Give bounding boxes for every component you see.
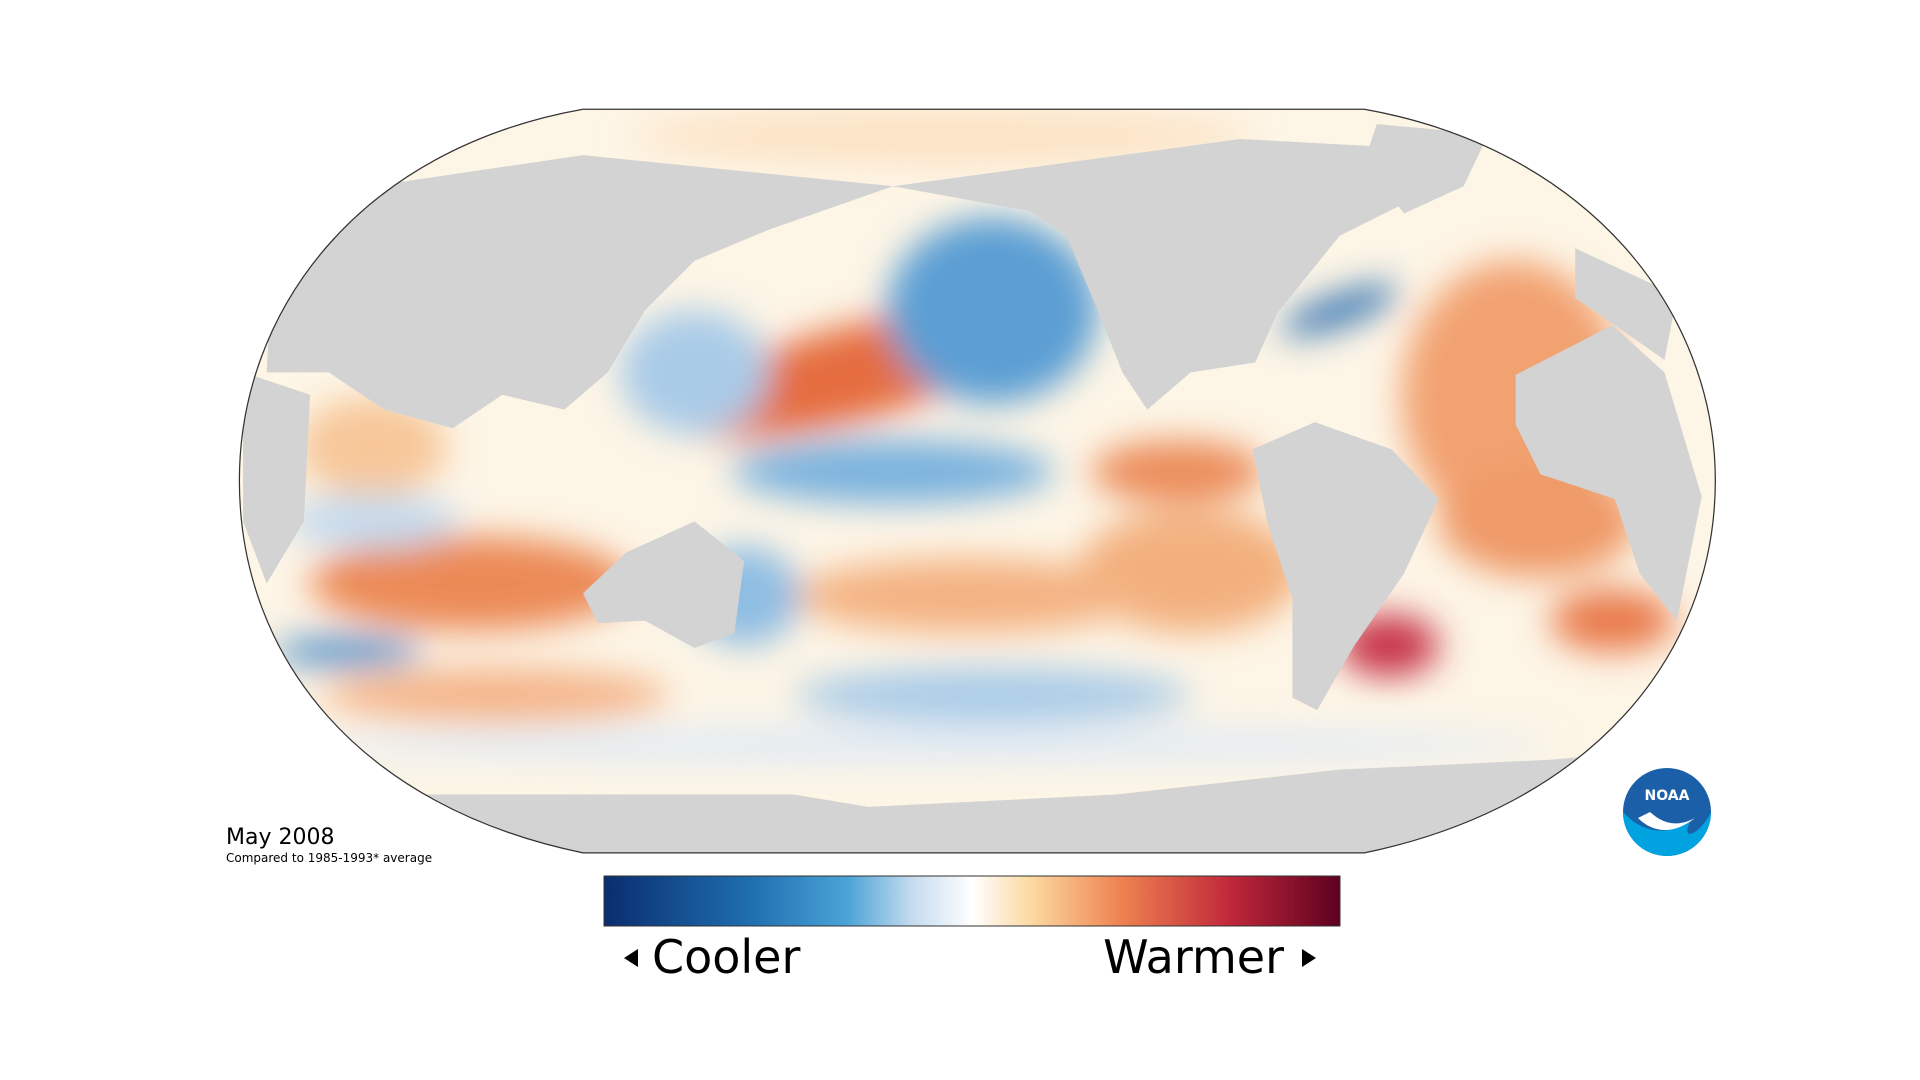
map-shape [1281,284,1399,336]
land [239,124,1716,853]
map-shape [243,372,311,584]
ocean-anomaly [239,109,1716,853]
warmer-arrow [1302,949,1316,967]
map-shape [893,139,1427,410]
map-shape [1550,589,1675,652]
map-shape [620,310,769,435]
map-shape [632,109,1253,164]
map-shape [322,667,670,723]
map-shape [285,494,459,549]
map-shape [272,636,422,667]
map-shape [793,558,1142,634]
cooler-arrow [624,949,638,967]
logo-text: NOAA [1645,788,1690,804]
map-shape [239,744,1716,853]
map-shape [1091,440,1266,503]
map-outline [238,108,1716,854]
map-shape [310,536,633,631]
map-shape [297,397,447,497]
map-shape [266,155,894,429]
baseline-note: Compared to 1985-1993* average [226,851,432,865]
map-shape [310,727,1551,763]
cooler-label: Cooler [652,930,800,984]
map-shape [886,217,1098,404]
map-shape [1364,124,1489,214]
map-shape [582,521,745,649]
map-shape [731,439,1055,505]
date-label: May 2008 [226,825,334,850]
map-shape [793,667,1191,723]
map-shape [1252,422,1439,711]
warmer-label: Warmer [1103,930,1284,984]
map [238,108,1716,854]
map-shape [1623,812,1711,856]
map-shape [1438,465,1638,578]
map-shape [1638,812,1695,831]
map-shape [1575,248,1677,361]
color-scale [603,875,1341,927]
noaa-logo: NOAA [1623,768,1711,856]
map-shape [1515,325,1702,621]
